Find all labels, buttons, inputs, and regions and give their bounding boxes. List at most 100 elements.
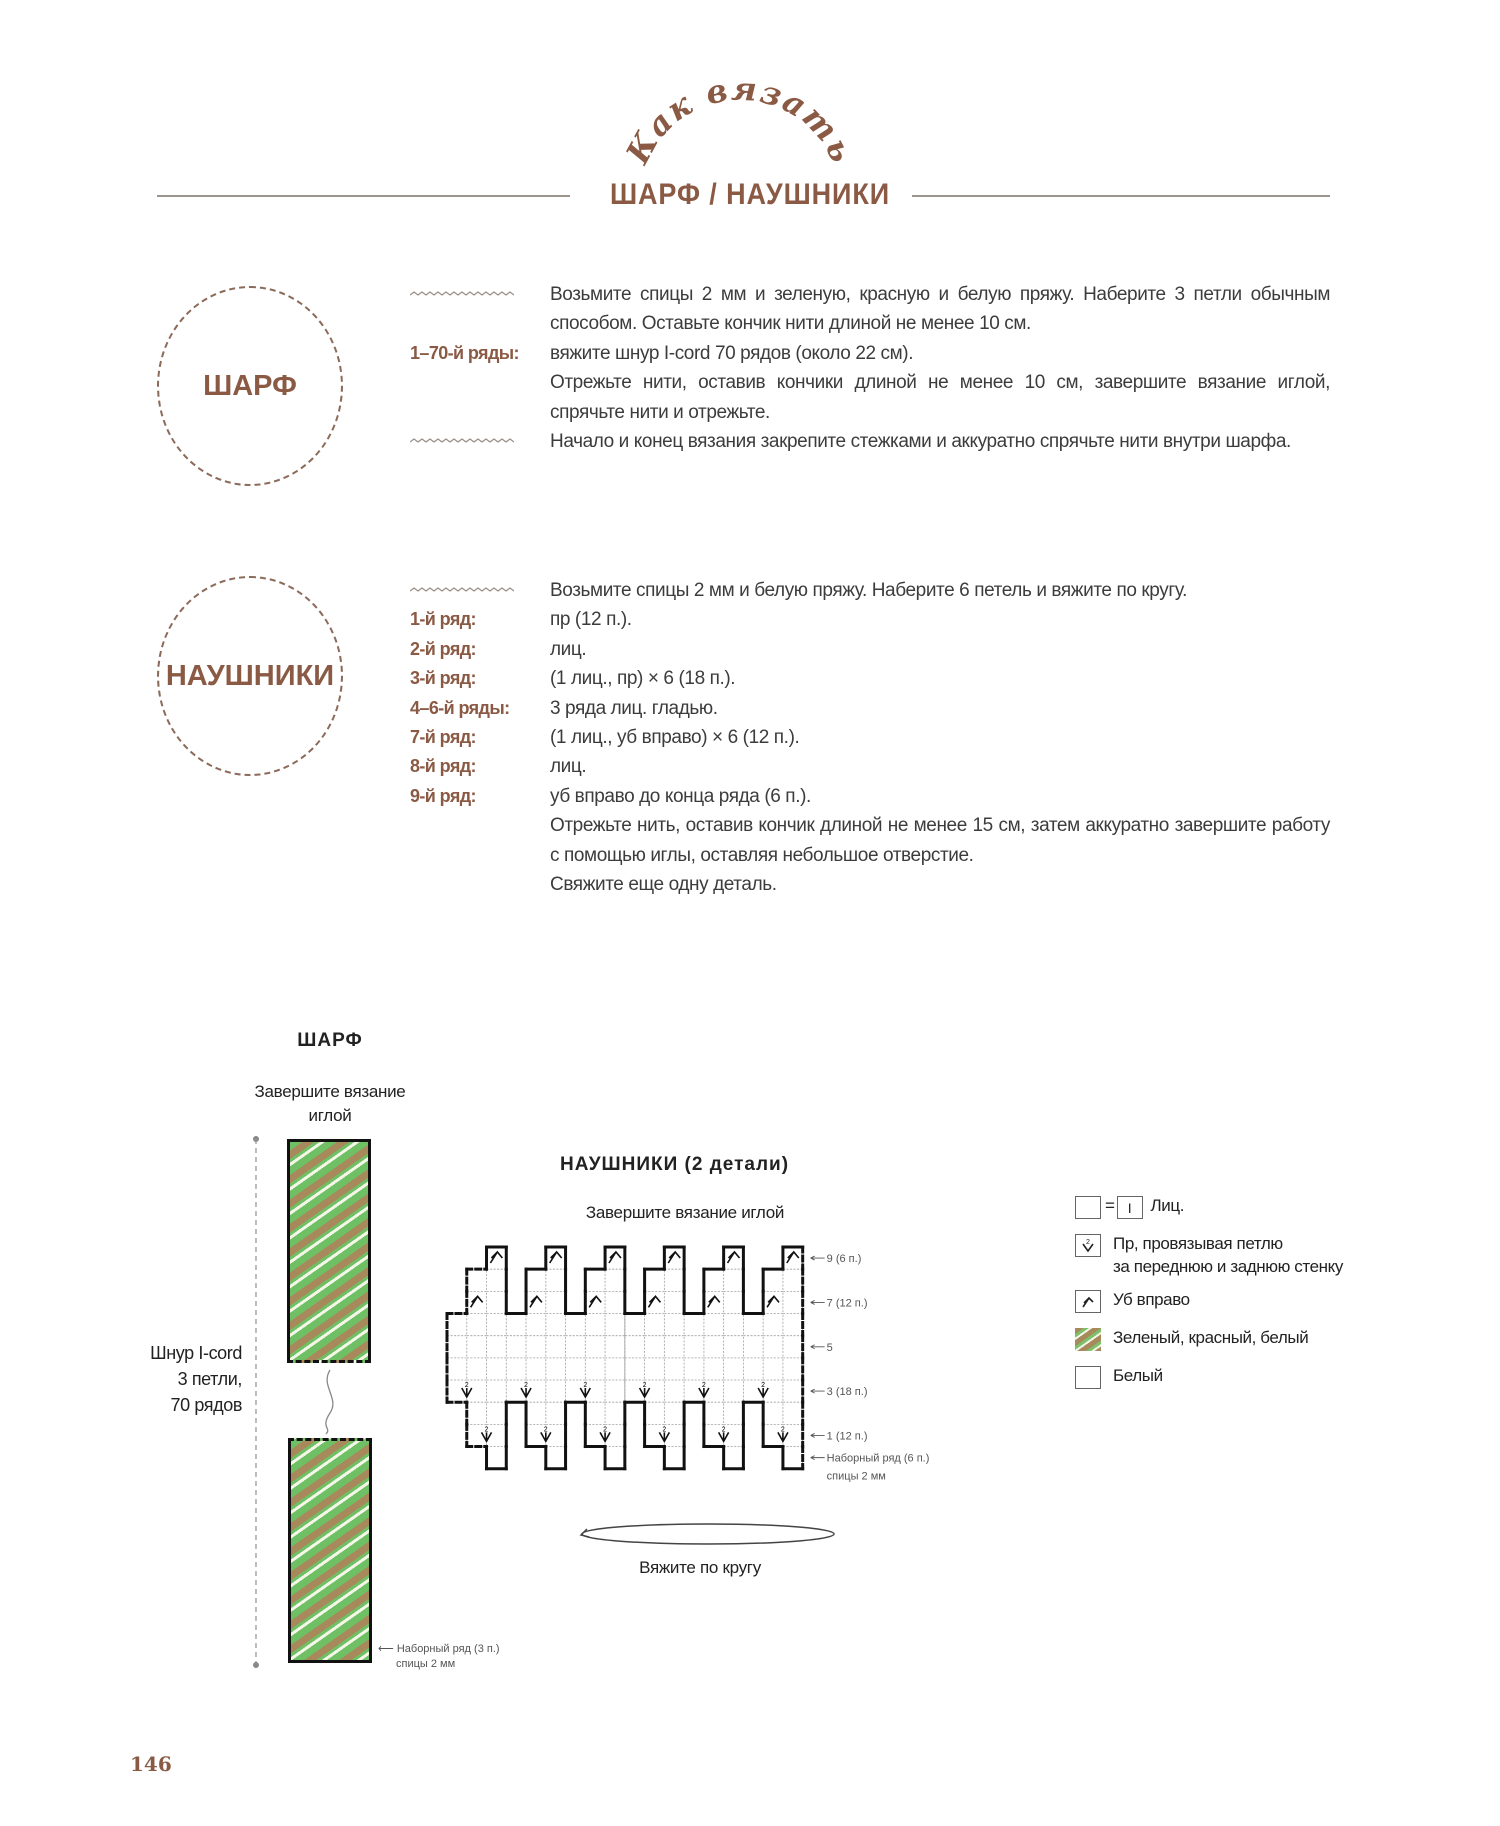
- chart-cell: [466, 1313, 487, 1337]
- chart-cell: [584, 1268, 606, 1292]
- chart-cell: [663, 1401, 685, 1425]
- chart-cell: [762, 1290, 784, 1314]
- scarf-caston-line1: Наборный ряд (3 п.): [396, 1643, 500, 1655]
- row-label: 7-й ряд:: [410, 727, 477, 748]
- chart-cell: [723, 1335, 744, 1359]
- row-label: 8-й ряд:: [410, 756, 477, 777]
- increase-symbol-icon: [599, 1431, 611, 1444]
- chart-cell: [782, 1357, 804, 1381]
- increase-symbol-icon: [638, 1387, 651, 1399]
- legend-striped: Зеленый, красный, белый: [1075, 1328, 1435, 1366]
- increase-count-icon: 2: [485, 1426, 489, 1433]
- increase-symbol-icon: [480, 1431, 493, 1444]
- chart-cell: [703, 1401, 725, 1425]
- increase-count-icon: 2: [603, 1426, 607, 1433]
- chart-cell: [604, 1246, 626, 1270]
- chart-cell: [723, 1357, 744, 1381]
- chart-cell: [525, 1313, 547, 1337]
- chart-cell: [644, 1268, 665, 1292]
- cord-line1: Шнур I-cord: [150, 1343, 242, 1363]
- instruction-row: Возьмите спицы 2 мм и зеленую, красную и…: [410, 280, 1330, 339]
- instruction-text: вяжите шнур I-cord 70 рядов (около 22 см…: [550, 342, 914, 364]
- row-arrow-icon: [810, 1388, 825, 1394]
- chart-cell: [446, 1335, 468, 1359]
- chart-cell: [545, 1246, 566, 1270]
- legend-equals: =: [1105, 1196, 1115, 1215]
- chart-cell: [723, 1379, 744, 1403]
- row-label: [410, 368, 550, 427]
- row-arrow-icon: [810, 1255, 825, 1261]
- arrow-left-icon: ⟵: [378, 1643, 397, 1655]
- chart-cell: [486, 1379, 507, 1403]
- chart-cell: [644, 1401, 665, 1425]
- chart-cell: [565, 1357, 586, 1381]
- chart-cell: [545, 1290, 566, 1314]
- chart-cell: [604, 1401, 626, 1425]
- decrease-symbol-icon: [549, 1250, 563, 1264]
- decrease-symbol-icon: [766, 1294, 780, 1308]
- chart-cell: [624, 1357, 645, 1381]
- chart-cell: [663, 1335, 685, 1359]
- increase-symbol-icon: [658, 1431, 671, 1444]
- row-arrow-icon: [810, 1344, 825, 1350]
- decrease-symbol-icon: [529, 1294, 543, 1308]
- chart-cell: [525, 1335, 547, 1359]
- instruction-row: Отрежьте нить, оставив кончик длиной не …: [410, 811, 1330, 870]
- scarf-caston-note: ⟵ Наборный ряд (3 п.) спицы 2 мм: [378, 1642, 500, 1672]
- row-label-caston2: спицы 2 мм: [827, 1471, 886, 1483]
- chart-cell: [584, 1335, 606, 1359]
- instruction-text: пр (12 п.).: [550, 609, 632, 631]
- decrease-symbol-icon: [489, 1250, 504, 1264]
- chart-cell: [742, 1313, 764, 1337]
- row-label: [410, 870, 550, 899]
- instruction-text: Отрежьте нити, оставив кончики длиной не…: [550, 372, 1330, 423]
- instruction-row: 7-й ряд: (1 лиц., уб вправо) × 6 (12 п.).: [410, 723, 1330, 752]
- scarf-diagram-title: ШАРФ: [297, 1030, 363, 1051]
- legend-white-label: Белый: [1113, 1366, 1163, 1385]
- chart-cell: [486, 1357, 507, 1381]
- cord-line2: 3 петли,: [177, 1369, 243, 1389]
- increase-count-icon: 2: [544, 1426, 548, 1433]
- earwarmers-badge: НАУШНИКИ: [157, 576, 343, 776]
- chart-cell: [584, 1401, 606, 1425]
- chart-cell: [584, 1357, 606, 1381]
- chart-cell: [486, 1335, 507, 1359]
- decrease-symbol-icon: [667, 1250, 681, 1264]
- chart-cell: [663, 1446, 685, 1470]
- knit-in-round-arrow-icon: [579, 1523, 835, 1545]
- decrease-symbol-icon: [469, 1294, 484, 1308]
- chart-cell: [565, 1335, 586, 1359]
- chart-cell: [663, 1313, 685, 1337]
- row-arrow-icon: [810, 1433, 825, 1438]
- chart-cell: [565, 1313, 586, 1337]
- instruction-row: 2-й ряд: лиц.: [410, 635, 1330, 664]
- row-label: 3-й ряд:: [410, 668, 477, 689]
- instruction-text: Возьмите спицы 2 мм и зеленую, красную и…: [550, 284, 1330, 335]
- chart-cell: [545, 1335, 566, 1359]
- decrease-symbol-icon: [726, 1250, 741, 1264]
- earwarmer-chart: 2 2 2 2 2 2 2 2 2 2 2 2 9 (6 п.) 7 (12 п.) 5 3 (18 п.) 1…: [445, 1245, 930, 1483]
- chart-cell: [486, 1313, 507, 1337]
- legend-white: Белый: [1075, 1366, 1435, 1404]
- row-label-caston1: Наборный ряд (6 п.): [827, 1453, 930, 1465]
- row-label: 2-й ряд:: [410, 638, 477, 659]
- instruction-row: 9-й ряд: уб вправо до конца ряда (6 п.).: [410, 782, 1330, 811]
- chart-cell: [742, 1335, 764, 1359]
- chart-cell: [762, 1357, 784, 1381]
- instruction-row: 1–70-й ряды: вяжите шнур I-cord 70 рядов …: [410, 339, 1330, 368]
- wave-icon: [410, 576, 550, 605]
- chart-cell: [545, 1357, 566, 1381]
- chart-cell: [762, 1401, 784, 1425]
- increase-symbol-icon: [579, 1387, 592, 1399]
- chart-cell: [703, 1290, 725, 1314]
- instruction-row: Начало и конец вязания закрепите стежкам…: [410, 427, 1330, 456]
- scarf-badge: ШАРФ: [157, 286, 343, 486]
- legend-knit-label: Лиц.: [1150, 1196, 1185, 1215]
- increase-count-icon: 2: [722, 1426, 726, 1433]
- earwarmers-instructions: Возьмите спицы 2 мм и белую пряжу. Набер…: [410, 576, 1330, 899]
- chart-cell: [584, 1313, 606, 1337]
- chart-cell: [525, 1401, 547, 1425]
- row-label: [410, 811, 550, 870]
- chart-cell: [624, 1335, 645, 1359]
- chart-cell: [486, 1246, 507, 1270]
